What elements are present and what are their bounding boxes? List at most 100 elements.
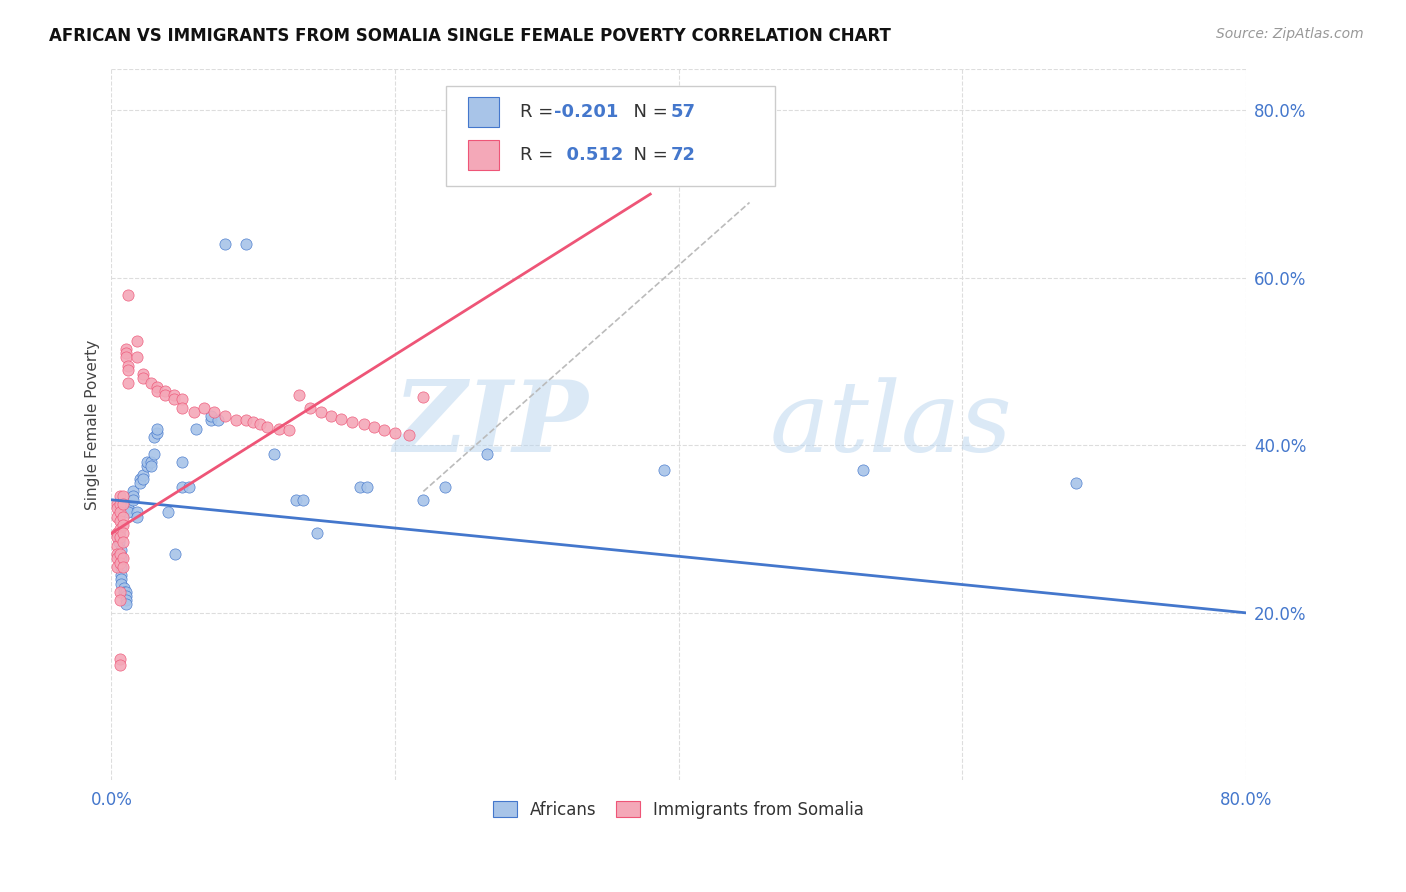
Point xyxy=(373,423,395,437)
Point xyxy=(110,543,132,558)
Point xyxy=(277,423,299,437)
Point xyxy=(267,421,290,435)
Point xyxy=(342,415,364,429)
Point xyxy=(121,489,143,503)
Point xyxy=(172,392,194,407)
Point xyxy=(139,459,162,474)
Text: Source: ZipAtlas.com: Source: ZipAtlas.com xyxy=(1216,27,1364,41)
Point xyxy=(108,514,131,528)
Point xyxy=(108,505,131,519)
Point xyxy=(139,376,162,390)
Point xyxy=(125,334,148,348)
Point xyxy=(183,405,205,419)
Point xyxy=(108,593,131,607)
Point xyxy=(108,556,131,570)
Text: atlas: atlas xyxy=(769,376,1012,472)
Point xyxy=(398,428,420,442)
Point xyxy=(110,551,132,566)
Point xyxy=(330,411,353,425)
Point xyxy=(214,409,236,423)
Point xyxy=(108,652,131,666)
Point xyxy=(155,384,177,398)
Point xyxy=(105,547,128,561)
Point xyxy=(111,517,134,532)
Point xyxy=(110,559,132,574)
Text: AFRICAN VS IMMIGRANTS FROM SOMALIA SINGLE FEMALE POVERTY CORRELATION CHART: AFRICAN VS IMMIGRANTS FROM SOMALIA SINGL… xyxy=(49,27,891,45)
Point xyxy=(117,497,139,511)
FancyBboxPatch shape xyxy=(446,87,775,186)
Point xyxy=(131,472,153,486)
Point xyxy=(131,371,153,385)
Text: 57: 57 xyxy=(671,103,696,121)
Text: 0.512: 0.512 xyxy=(554,145,623,163)
Point xyxy=(110,572,132,586)
Point xyxy=(193,401,215,415)
Point xyxy=(112,585,135,599)
Point xyxy=(142,430,165,444)
Point xyxy=(412,390,434,404)
Point xyxy=(108,547,131,561)
Point xyxy=(172,480,194,494)
Point xyxy=(242,415,264,429)
FancyBboxPatch shape xyxy=(468,140,499,169)
Point xyxy=(108,585,131,599)
Point xyxy=(131,367,153,381)
Point xyxy=(105,501,128,516)
Point xyxy=(163,392,186,407)
Point xyxy=(117,501,139,516)
Text: R =: R = xyxy=(520,145,558,163)
Point xyxy=(105,497,128,511)
Point xyxy=(1064,476,1087,491)
Point xyxy=(114,342,136,356)
Text: 72: 72 xyxy=(671,145,696,163)
Point xyxy=(179,480,201,494)
Point xyxy=(117,359,139,373)
FancyBboxPatch shape xyxy=(468,97,499,127)
Point xyxy=(114,346,136,360)
Point xyxy=(356,480,378,494)
Point xyxy=(146,425,169,440)
Point xyxy=(852,463,875,477)
Text: N =: N = xyxy=(621,103,673,121)
Point xyxy=(114,589,136,603)
Point xyxy=(117,505,139,519)
Point xyxy=(172,401,194,415)
Point xyxy=(146,380,169,394)
Point xyxy=(235,413,257,427)
Point xyxy=(108,531,131,545)
Point xyxy=(131,467,153,482)
Point xyxy=(157,505,180,519)
Point xyxy=(311,405,333,419)
Point xyxy=(163,388,186,402)
Point xyxy=(165,547,187,561)
Point xyxy=(142,447,165,461)
Point xyxy=(108,522,131,536)
Point xyxy=(349,480,371,494)
Point xyxy=(105,509,128,524)
Point xyxy=(105,531,128,545)
Text: N =: N = xyxy=(621,145,673,163)
Point xyxy=(107,534,129,549)
Legend: Africans, Immigrants from Somalia: Africans, Immigrants from Somalia xyxy=(486,794,870,825)
Point xyxy=(256,420,278,434)
Point xyxy=(111,489,134,503)
Point xyxy=(117,363,139,377)
Point xyxy=(291,492,314,507)
Point xyxy=(214,237,236,252)
Point xyxy=(353,417,375,432)
Point xyxy=(384,425,406,440)
Point xyxy=(249,417,271,432)
Point xyxy=(202,405,225,419)
Point xyxy=(235,237,257,252)
Point xyxy=(108,489,131,503)
Point xyxy=(105,551,128,566)
Point xyxy=(412,492,434,507)
Point xyxy=(105,526,128,541)
Text: ZIP: ZIP xyxy=(392,376,588,473)
Point xyxy=(112,581,135,595)
Point xyxy=(111,497,134,511)
Point xyxy=(111,534,134,549)
Point xyxy=(111,509,134,524)
Y-axis label: Single Female Poverty: Single Female Poverty xyxy=(86,339,100,509)
Point xyxy=(121,492,143,507)
